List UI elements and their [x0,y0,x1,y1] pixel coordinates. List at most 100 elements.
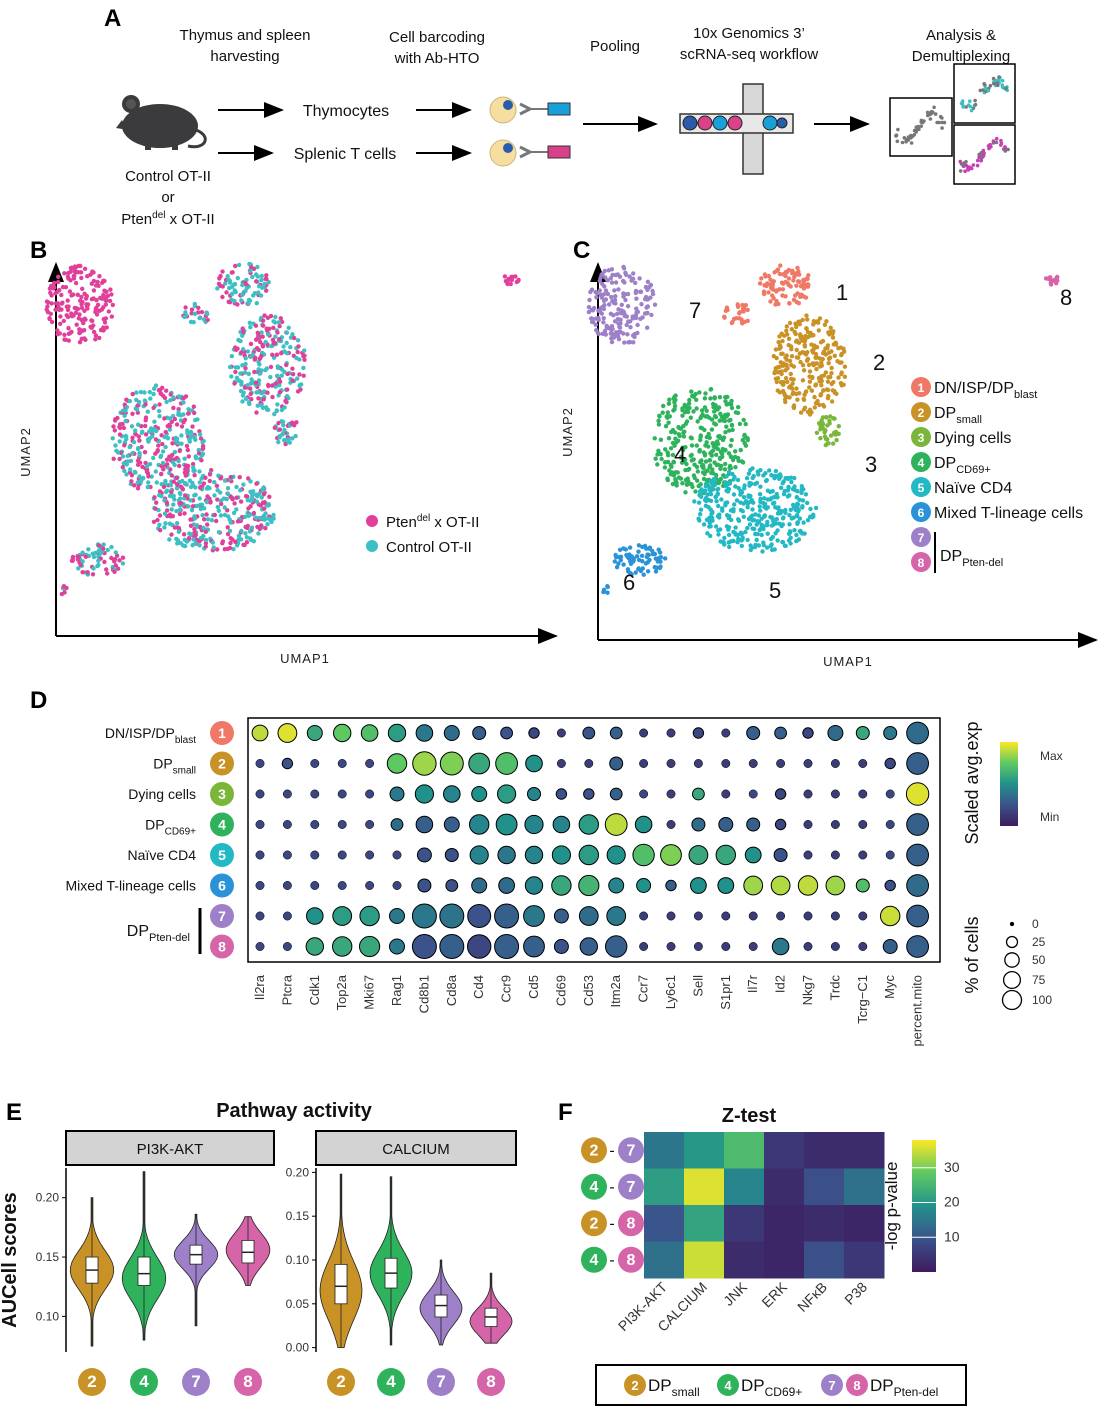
umap-point [254,380,259,385]
dotplot-colorbar-title: Scaled avg.exp [962,721,982,844]
cbar-tick-label: 20 [944,1194,960,1210]
dotplot-dot [666,789,676,799]
dotplot-dot [721,789,731,799]
umap-point [780,272,786,277]
umap-point [190,483,196,488]
umap-point [602,284,607,289]
violin-ytick-label: 0.10 [286,1253,310,1267]
umap-point [715,441,721,447]
dotplot-dot [472,726,487,740]
umap-point [720,454,725,459]
umap-point [801,487,806,492]
umap-point [771,519,776,524]
umap-point [135,446,141,451]
dotplot-dot [721,759,731,768]
umap-point [811,512,816,517]
violin-badge-2-circle [327,1368,355,1396]
umap-point [55,289,60,295]
umap-point [288,345,293,350]
violin-ylabel: AUCell scores [0,1192,21,1328]
umap-point [654,565,660,570]
umap-point [261,492,266,497]
umap-point [831,380,836,385]
umap-point [796,321,802,326]
umap-point [656,418,661,423]
umap-point [748,493,753,499]
dotplot-dot [606,906,627,926]
umap-point [144,469,150,474]
umap-point [790,502,796,508]
umap-point [237,475,242,480]
umap-point [68,330,73,336]
umap-point [826,350,832,355]
umap-point [703,459,709,464]
dotplot-dot [468,752,491,775]
umap-point [813,505,819,511]
umap-point [145,484,150,490]
demux-dot [978,88,983,93]
legend-c-badge-1-circle [911,377,931,397]
demux-dot [977,155,981,160]
umap-point [726,540,731,545]
umap-point [786,282,791,288]
umap-point [726,469,732,475]
umap-point [79,294,84,300]
dotplot-dot [855,878,870,893]
umap-point [765,545,770,550]
umap-point [130,411,135,416]
umap-point [277,324,282,329]
umap-point [825,343,831,348]
dotplot-dot [880,905,901,927]
umap-point [211,545,216,550]
umap-point [152,386,157,391]
dotplot-dot [858,820,868,829]
umap-point [712,421,717,426]
heatmap-cell [644,1241,685,1279]
umap-point [708,387,713,392]
umap-point [205,522,210,527]
umap-point [192,516,198,521]
umap-point [603,288,609,293]
mouse-label-or: or [161,189,174,206]
umap-point [259,277,264,283]
umap-point [258,339,263,345]
legend-c-badge-1: 1 [911,377,931,397]
dotplot-dot [282,911,292,921]
demux-dot [971,163,976,167]
heatmap-row-badge-7-circle [618,1137,644,1164]
umap-point [819,360,824,365]
dotplot-dot [578,844,599,866]
umap-point [225,525,230,530]
dotplot-row-badge-5: 5 [210,843,234,867]
umap-point [277,427,283,432]
dotplot-row-label-6: Mixed T-lineage cells [66,878,196,894]
umap-point [248,341,254,347]
dotplot-dot [748,942,758,951]
umap-point [148,396,153,401]
umap-point [662,465,668,470]
heatmap-row-labels: 2-74-72-84-8 [581,1137,644,1273]
demux-dot [895,139,900,144]
barcoded-cell-splenic [489,139,571,167]
legend-c-label-5: Naïve CD4 [934,480,1012,497]
umap-point [167,493,173,499]
umap-point [234,347,239,352]
umap-point [820,421,825,426]
umap-point [774,517,779,522]
dotplot-dot [467,934,492,959]
umap-point [197,432,203,437]
umap-point [733,449,738,454]
umap-point [259,495,264,500]
umap-point [737,311,742,316]
umap-point [823,428,828,433]
dotplot-dot [717,877,735,894]
dotplot-dot [776,759,786,768]
umap-point [798,292,803,298]
umap-point [831,416,836,421]
umap-point [196,305,201,310]
size-legend-circle [1001,989,1023,1011]
umap-point [254,390,259,395]
umap-point [813,383,818,388]
umap-point [65,314,71,320]
